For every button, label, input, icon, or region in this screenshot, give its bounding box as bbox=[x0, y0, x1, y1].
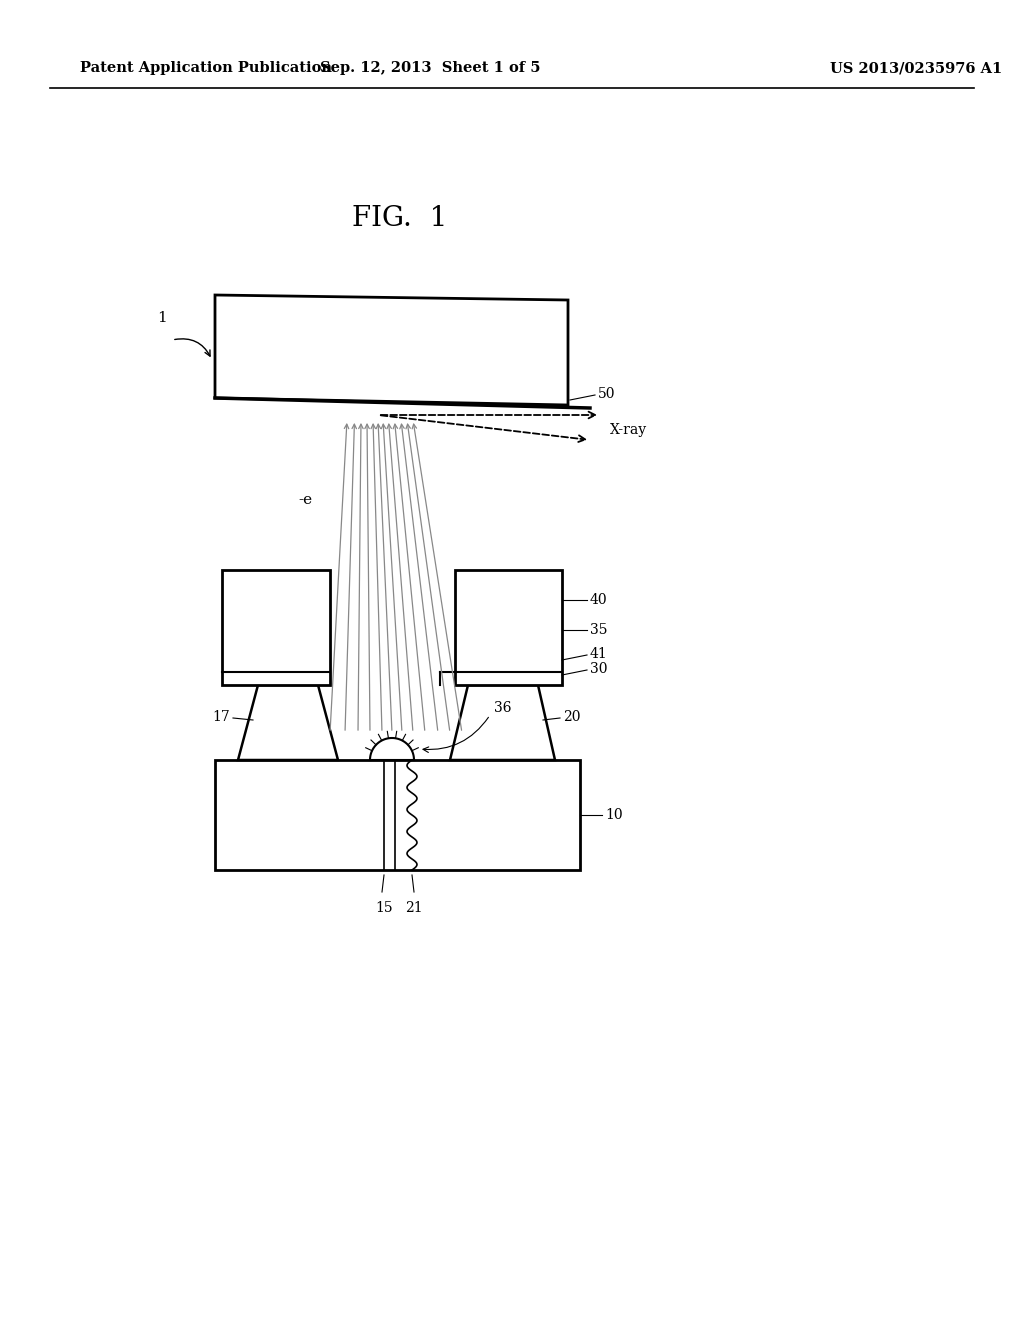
Text: 15: 15 bbox=[375, 902, 393, 915]
Text: FIG.  1: FIG. 1 bbox=[352, 205, 447, 231]
Polygon shape bbox=[238, 685, 338, 760]
Text: 10: 10 bbox=[605, 808, 623, 822]
Text: US 2013/0235976 A1: US 2013/0235976 A1 bbox=[830, 61, 1002, 75]
Text: 30: 30 bbox=[590, 663, 607, 676]
Bar bbox=[222, 570, 330, 685]
Text: -e: -e bbox=[298, 492, 312, 507]
Bar bbox=[455, 570, 562, 685]
Text: 35: 35 bbox=[590, 623, 607, 638]
Text: 17: 17 bbox=[212, 710, 230, 723]
Text: Patent Application Publication: Patent Application Publication bbox=[80, 61, 332, 75]
Polygon shape bbox=[450, 685, 555, 760]
Text: X-ray: X-ray bbox=[610, 422, 647, 437]
Text: 36: 36 bbox=[494, 701, 512, 715]
Bar bbox=[215, 760, 580, 870]
Polygon shape bbox=[215, 294, 568, 405]
Text: Sep. 12, 2013  Sheet 1 of 5: Sep. 12, 2013 Sheet 1 of 5 bbox=[319, 61, 541, 75]
Text: 41: 41 bbox=[590, 647, 608, 661]
Text: 1: 1 bbox=[157, 312, 167, 325]
Text: 50: 50 bbox=[598, 387, 615, 401]
Text: 20: 20 bbox=[563, 710, 581, 723]
Text: 21: 21 bbox=[406, 902, 423, 915]
Text: 40: 40 bbox=[590, 593, 607, 607]
